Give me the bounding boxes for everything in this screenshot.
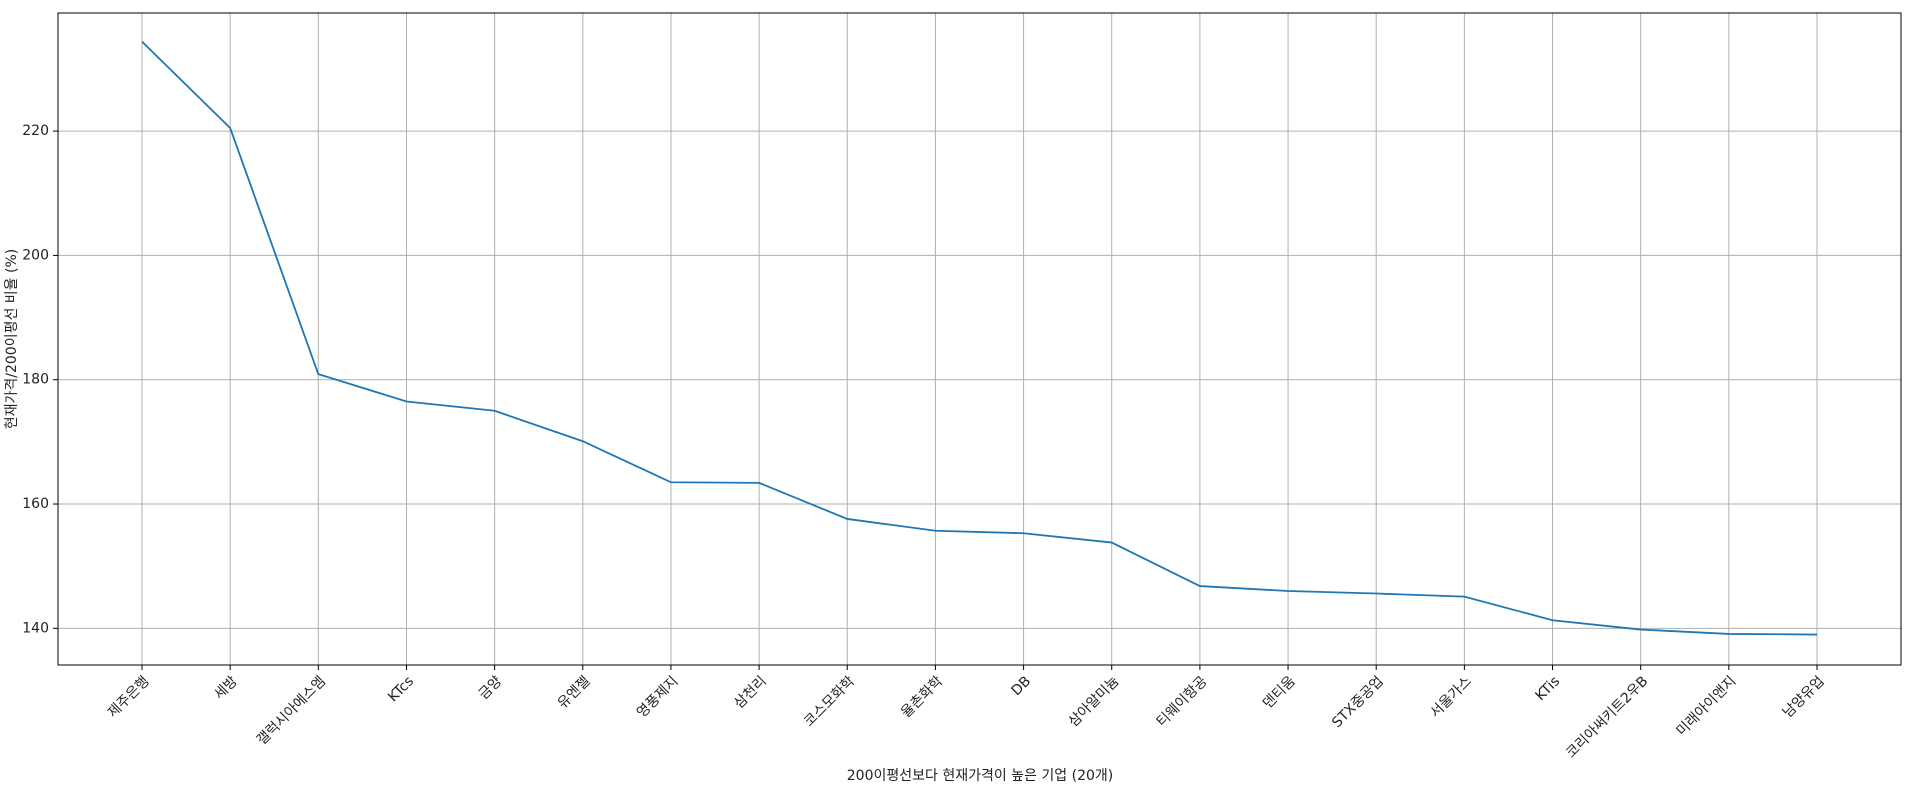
y-tick-label: 180 bbox=[22, 372, 49, 388]
x-tick-label: 율촌화학 bbox=[898, 673, 946, 721]
y-tick-label: 200 bbox=[22, 247, 49, 263]
plot-frame bbox=[57, 12, 1902, 666]
x-tick-label: KTcs bbox=[385, 673, 417, 705]
x-tick-label: 세방 bbox=[211, 673, 241, 703]
x-tick-label: 영풍제지 bbox=[634, 673, 682, 721]
x-axis-title: 200이평선보다 현재가격이 높은 기업 (20개) bbox=[847, 768, 1113, 784]
x-tick-label: 코스모화학 bbox=[801, 673, 858, 730]
x-tick-label: 삼아알미늄 bbox=[1066, 673, 1123, 730]
x-tick-label: 덴티움 bbox=[1260, 673, 1299, 712]
x-tick-label: 코리아써키트2우B bbox=[1563, 673, 1651, 761]
line bbox=[141, 40, 1818, 636]
x-tick-label: DB bbox=[1009, 673, 1035, 699]
y-tick-label: 140 bbox=[22, 620, 49, 636]
x-tick-label: 삼천리 bbox=[731, 673, 770, 712]
x-tick-label: 금양 bbox=[476, 673, 506, 703]
x-tick-label: 서울가스 bbox=[1427, 673, 1475, 721]
x-tick-label: STX중공업 bbox=[1329, 673, 1387, 731]
y-tick-label: 160 bbox=[22, 496, 49, 512]
x-tick-label: 유엔젤 bbox=[555, 673, 594, 712]
y-axis-title: 현재가격/200이평선 비율 (%) bbox=[4, 249, 20, 430]
x-tick-label: 남양유업 bbox=[1780, 673, 1828, 721]
x-tick-label: 갤럭시아에스엠 bbox=[254, 673, 329, 748]
y-tick-label: 220 bbox=[22, 123, 49, 139]
x-tick-label: 티웨이항공 bbox=[1154, 673, 1211, 730]
x-tick-label: KTis bbox=[1532, 673, 1563, 704]
x-tick-label: 미래아이앤지 bbox=[1674, 673, 1740, 739]
x-tick-label: 제주은행 bbox=[105, 673, 153, 721]
